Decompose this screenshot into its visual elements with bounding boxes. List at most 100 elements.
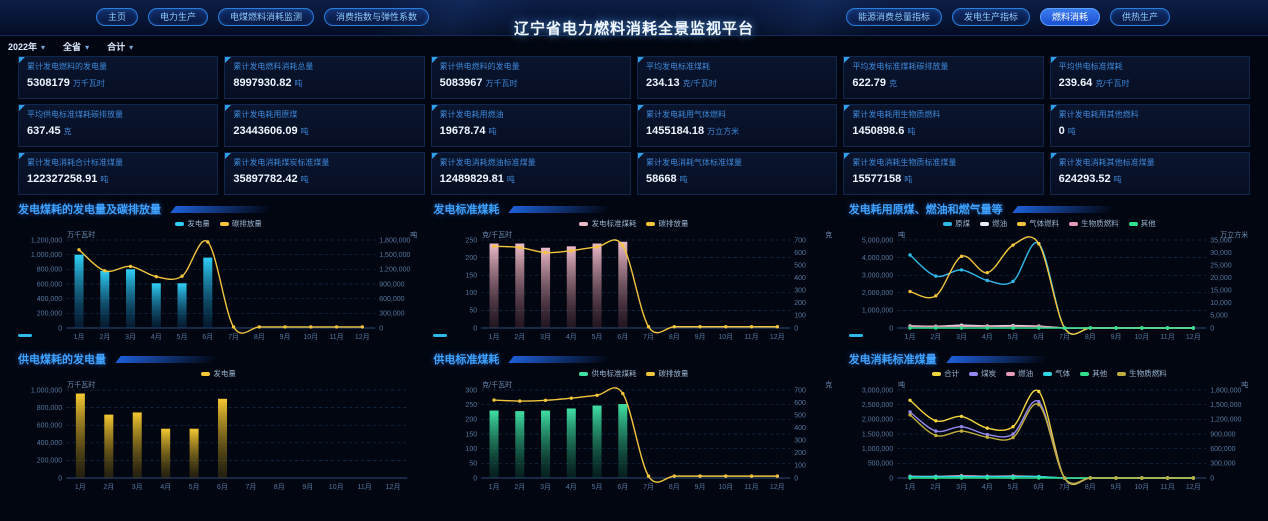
kpi-unit: 吨: [300, 127, 309, 136]
title-accent-decoration: [508, 356, 611, 363]
kpi-number: 0: [1058, 125, 1065, 137]
kpi-unit: 万立方米: [707, 127, 740, 136]
legend-item[interactable]: 煤炭: [969, 368, 996, 379]
chart-title-text: 供电标准煤耗: [433, 354, 500, 366]
svg-text:5月: 5月: [592, 333, 603, 341]
svg-text:3月: 3月: [125, 333, 136, 341]
svg-text:100: 100: [795, 463, 807, 470]
filter-region[interactable]: 全省 ▾: [63, 40, 89, 53]
filter-year[interactable]: 2022年 ▾: [8, 40, 45, 53]
kpi-number: 624293.52: [1058, 173, 1111, 185]
legend-item[interactable]: 其他: [1128, 218, 1156, 229]
nav-left-button-3[interactable]: 消费指数与弹性系数: [324, 8, 430, 26]
svg-text:5,000,000: 5,000,000: [862, 237, 893, 244]
kpi-card: 平均供电标准煤耗 239.64 克/千瓦时: [1049, 56, 1250, 99]
legend-item[interactable]: 其他: [1080, 368, 1107, 379]
kpi-card: 累计发电耗用原煤 23443606.09 吨: [224, 104, 425, 147]
svg-text:0: 0: [1210, 475, 1214, 482]
legend-item[interactable]: 发电量: [201, 368, 236, 379]
chart-panel-4: 供电标准煤耗 供电标准煤耗 碳排放量 0 50 100 150 200 250 300 克/千瓦时 0…: [433, 351, 834, 497]
kpi-title: 累计发电消耗生物质标准煤量: [852, 158, 957, 167]
svg-text:200,000: 200,000: [37, 311, 62, 318]
chart-title: 发电标准煤耗: [433, 201, 834, 218]
legend-item[interactable]: 气体: [1043, 368, 1070, 379]
zoom-handle[interactable]: [18, 334, 32, 337]
svg-text:10月: 10月: [1134, 483, 1149, 491]
svg-text:200: 200: [795, 450, 807, 457]
legend-item[interactable]: 发电标准煤耗: [579, 218, 636, 229]
legend-item[interactable]: 供电标准煤耗: [579, 368, 636, 379]
legend-item[interactable]: 碳排放量: [646, 368, 688, 379]
chart-title: 供电标准煤耗: [433, 351, 834, 368]
nav-right: 能源消费总量指标 发电生产指标 燃料消耗 供热生产: [845, 8, 1170, 26]
kpi-title: 累计发电耗用气体燃料: [645, 110, 726, 119]
svg-text:300: 300: [795, 438, 807, 445]
svg-text:50: 50: [470, 308, 478, 315]
kpi-card: 累计发电耗用其他燃料 0 吨: [1049, 104, 1250, 147]
legend-item[interactable]: 燃油: [980, 218, 1007, 229]
legend-label: 碳排放量: [658, 369, 689, 378]
legend-item[interactable]: 原煤: [943, 218, 970, 229]
svg-text:1,000,000: 1,000,000: [862, 308, 893, 315]
nav-right-button-0[interactable]: 能源消费总量指标: [845, 8, 942, 26]
svg-text:12月: 12月: [1186, 483, 1201, 491]
kpi-title: 累计发电消耗其他标准煤量: [1058, 158, 1155, 167]
svg-text:200: 200: [795, 300, 807, 307]
svg-text:800,000: 800,000: [37, 267, 62, 274]
kpi-number: 1455184.18: [645, 125, 705, 137]
legend-item[interactable]: 碳排放量: [646, 218, 688, 229]
svg-text:8月: 8月: [1085, 333, 1096, 341]
svg-text:3月: 3月: [956, 483, 967, 491]
legend-swatch: [1080, 371, 1090, 376]
nav-left-button-1[interactable]: 电力生产: [148, 8, 209, 26]
kpi-card: 累计发电消耗煤炭标准煤量 35897782.42 吨: [224, 152, 425, 195]
title-accent-decoration: [115, 356, 217, 363]
zoom-handle[interactable]: [848, 334, 863, 337]
chevron-down-icon: ▾: [85, 42, 90, 52]
svg-text:9月: 9月: [1110, 333, 1121, 341]
svg-text:400: 400: [795, 275, 807, 282]
legend-swatch: [969, 371, 979, 376]
filter-region-value: 全省: [63, 41, 82, 52]
zoom-handle[interactable]: [433, 334, 448, 337]
nav-right-button-3[interactable]: 供热生产: [1109, 8, 1170, 26]
title-accent-decoration: [1011, 206, 1114, 213]
kpi-value: 19678.74 吨: [440, 125, 622, 137]
svg-text:0: 0: [379, 325, 383, 332]
legend-item[interactable]: 燃油: [1006, 368, 1033, 379]
svg-text:11月: 11月: [745, 333, 759, 341]
svg-text:克/千瓦时: 克/千瓦时: [482, 230, 512, 239]
legend-item[interactable]: 气体燃料: [1017, 218, 1059, 229]
svg-text:9月: 9月: [695, 483, 706, 491]
svg-text:6月: 6月: [618, 333, 629, 341]
legend-item[interactable]: 碳排放量: [219, 218, 262, 229]
legend-item[interactable]: 生物质燃料: [1069, 218, 1119, 229]
svg-text:1,200,000: 1,200,000: [1210, 417, 1241, 424]
svg-text:7月: 7月: [1059, 483, 1070, 491]
svg-text:7月: 7月: [643, 333, 654, 341]
svg-text:200: 200: [466, 255, 478, 262]
nav-left-button-0[interactable]: 主页: [96, 8, 139, 26]
legend-item[interactable]: 合计: [932, 368, 959, 379]
chart-plot: 0 200,000 400,000 600,000 800,000 1,000,000 1,…: [31, 230, 417, 341]
svg-text:9月: 9月: [695, 333, 706, 341]
nav-left-button-2[interactable]: 电煤燃料消耗监测: [218, 8, 315, 26]
kpi-card: 累计发电燃料消耗总量 8997930.82 吨: [224, 56, 425, 99]
kpi-value: 5083967 万千瓦时: [440, 77, 622, 89]
kpi-title: 累计发电耗用原煤: [233, 110, 298, 119]
legend-item[interactable]: 生物质燃料: [1117, 368, 1167, 379]
kpi-number: 1450898.6: [852, 125, 905, 137]
kpi-title: 累计供电燃料的发电量: [439, 62, 520, 71]
kpi-value: 637.45 克: [27, 125, 209, 137]
svg-text:4,000,000: 4,000,000: [862, 255, 893, 262]
kpi-title: 累计发电消耗气体标准煤量: [645, 158, 742, 167]
chart-title: 供电煤耗的发电量: [18, 351, 419, 368]
svg-text:3,000,000: 3,000,000: [862, 387, 893, 394]
kpi-card: 累计发电消耗其他标准煤量 624293.52 吨: [1049, 152, 1250, 195]
filter-aggregation[interactable]: 合计 ▾: [107, 40, 133, 53]
legend-item[interactable]: 发电量: [175, 218, 210, 229]
nav-right-button-1[interactable]: 发电生产指标: [951, 8, 1030, 26]
nav-right-button-2[interactable]: 燃料消耗: [1039, 8, 1100, 26]
